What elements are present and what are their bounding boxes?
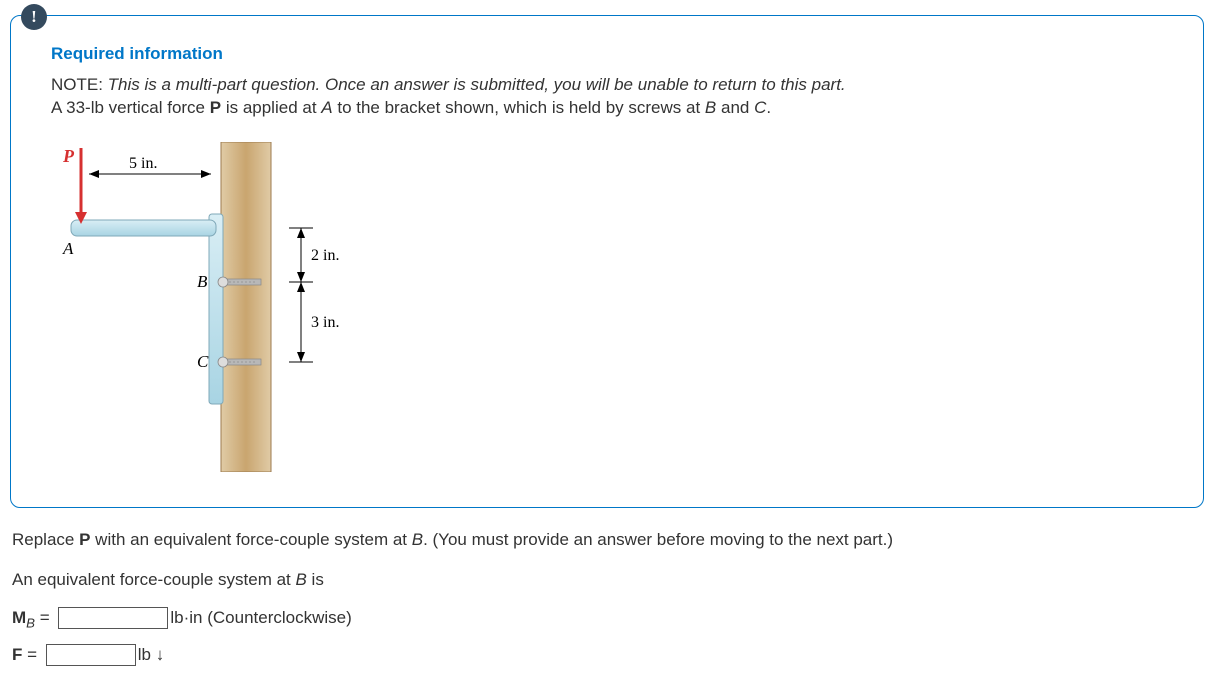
f-label: F = [12, 645, 42, 664]
stmt-pre: A 33-lb vertical force [51, 98, 210, 117]
note-italic: This is a multi-part question. Once an a… [108, 75, 846, 94]
stmt-A: A [321, 98, 332, 117]
instr-pre: Replace [12, 530, 79, 549]
f-input[interactable] [46, 644, 136, 666]
answer-row-f: F = lb ↓ [12, 644, 1202, 666]
required-heading: Required information [51, 44, 1175, 64]
svg-text:C: C [197, 352, 209, 371]
instr-end: . (You must provide an answer before mov… [423, 530, 893, 549]
note-line: NOTE: This is a multi-part question. Onc… [51, 74, 1175, 97]
instr-force: P [79, 530, 90, 549]
stmt-mid2: to the bracket shown, which is held by s… [333, 98, 705, 117]
stmt-force: P [210, 98, 221, 117]
svg-text:P: P [62, 146, 75, 166]
svg-text:5 in.: 5 in. [129, 155, 157, 172]
note-label: NOTE: [51, 75, 108, 94]
answer-row-mb: MB = lb·in (Counterclockwise) [12, 607, 1202, 630]
stmt-B: B [705, 98, 716, 117]
f-F: F [12, 645, 22, 664]
stmt-and: and [716, 98, 754, 117]
mb-label: MB = [12, 608, 54, 627]
mb-unit: lb·in (Counterclockwise) [170, 608, 351, 627]
svg-text:B: B [197, 272, 208, 291]
stmt-mid: is applied at [221, 98, 321, 117]
f-unit: lb ↓ [138, 645, 164, 664]
diagram: P A B C 5 in. 2 in. 3 in. [51, 142, 1175, 477]
problem-statement: A 33-lb vertical force P is applied at A… [51, 97, 1175, 120]
mb-input[interactable] [58, 607, 168, 629]
stmt-C: C [754, 98, 766, 117]
eq-pre: An equivalent force-couple system at [12, 570, 295, 589]
instr-mid: with an equivalent force-couple system a… [90, 530, 411, 549]
diagram-svg: P A B C 5 in. 2 in. 3 in. [51, 142, 351, 472]
svg-text:A: A [62, 239, 74, 258]
stmt-end: . [766, 98, 771, 117]
instruction-line: Replace P with an equivalent force-coupl… [12, 528, 1202, 552]
svg-text:3 in.: 3 in. [311, 314, 339, 331]
mb-sub: B [26, 615, 35, 630]
eq-B: B [295, 570, 306, 589]
mb-M: M [12, 608, 26, 627]
instr-B: B [412, 530, 423, 549]
alert-icon: ! [21, 4, 47, 30]
svg-text:2 in.: 2 in. [311, 247, 339, 264]
f-eq: = [22, 645, 41, 664]
equivalent-line: An equivalent force-couple system at B i… [12, 568, 1202, 592]
question-box: ! Required information NOTE: This is a m… [10, 15, 1204, 508]
eq-end: is [307, 570, 324, 589]
mb-eq: = [35, 608, 54, 627]
